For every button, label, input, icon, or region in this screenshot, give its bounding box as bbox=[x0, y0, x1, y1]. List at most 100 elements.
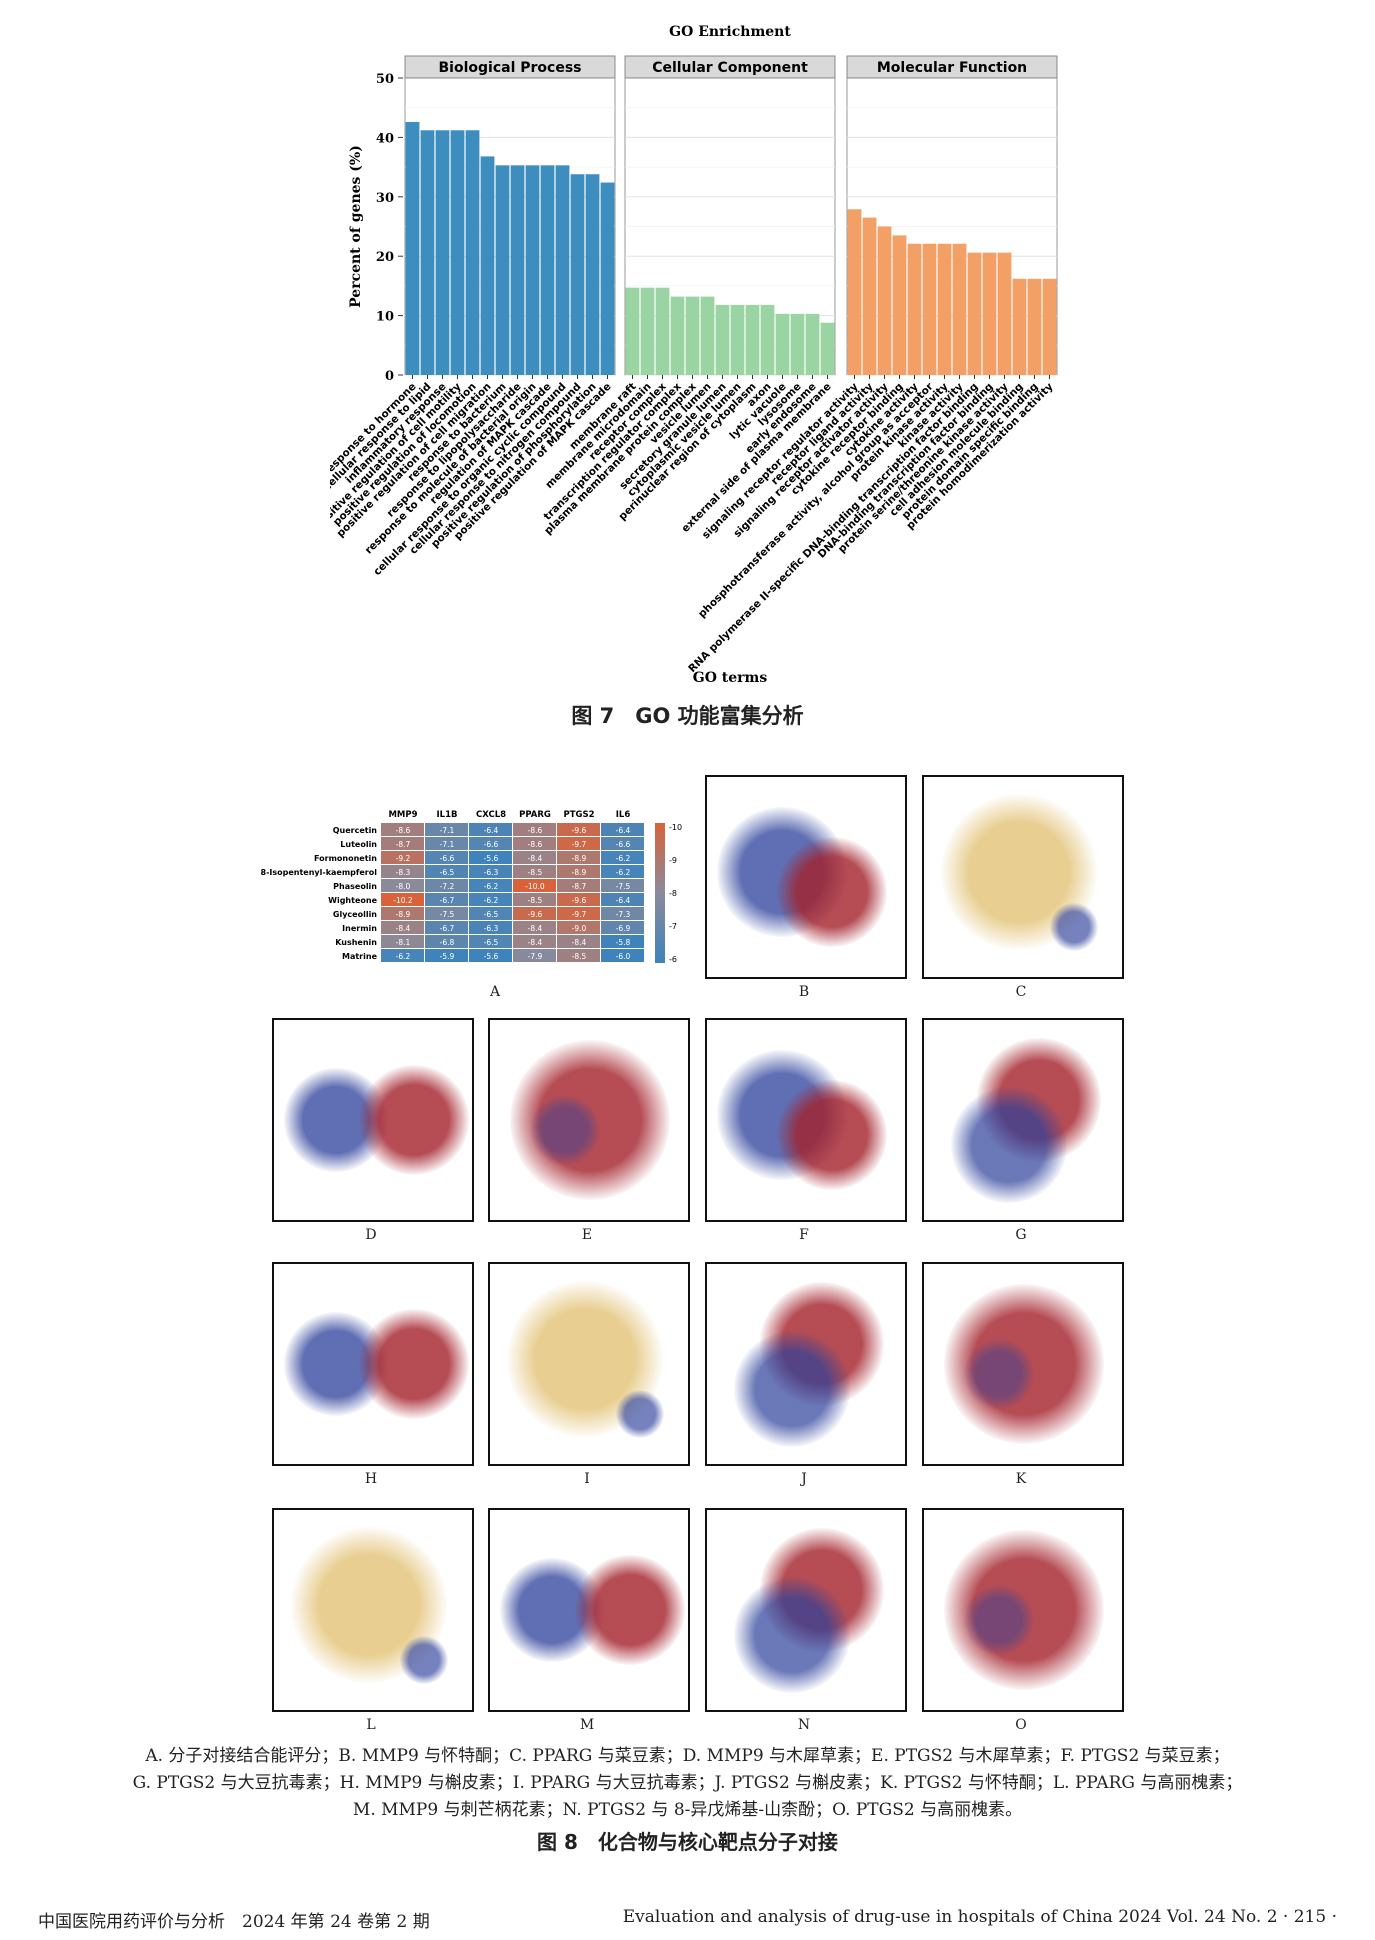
heatmap-cell-value: -10.0 bbox=[525, 882, 545, 891]
heatmap-cell bbox=[425, 837, 468, 850]
heatmap-cell-value: -7.2 bbox=[440, 882, 455, 891]
heatmap-cell-value: -8.7 bbox=[396, 840, 411, 849]
protein-ribbon bbox=[510, 1040, 670, 1200]
colorbar bbox=[655, 823, 665, 963]
bar bbox=[967, 252, 982, 375]
heatmap-cell bbox=[469, 837, 512, 850]
heatmap-cell bbox=[469, 921, 512, 934]
heatmap-column-label: PPARG bbox=[519, 810, 551, 820]
heatmap-cell-value: -6.7 bbox=[440, 924, 455, 933]
heatmap-cell bbox=[469, 949, 512, 962]
bar bbox=[625, 287, 640, 375]
bar bbox=[600, 182, 615, 375]
panel-label: J bbox=[801, 1471, 807, 1487]
heatmap-cell-value: -6.5 bbox=[484, 910, 499, 919]
facet-strip bbox=[624, 55, 836, 79]
bar bbox=[640, 287, 655, 375]
heatmap-cell-value: -8.1 bbox=[396, 938, 411, 947]
protein-ribbon bbox=[359, 1065, 469, 1175]
heatmap-cell bbox=[469, 865, 512, 878]
bar bbox=[700, 296, 715, 375]
docking-structure-panel bbox=[705, 1018, 907, 1222]
protein-ribbon bbox=[734, 1577, 850, 1693]
panel-label: G bbox=[1015, 1227, 1027, 1243]
bar bbox=[435, 130, 450, 375]
bar bbox=[450, 130, 465, 375]
heatmap-cell bbox=[601, 823, 644, 836]
heatmap-cell bbox=[425, 823, 468, 836]
protein-ribbon bbox=[964, 1585, 1034, 1655]
heatmap-cell bbox=[513, 893, 556, 906]
heatmap-cell bbox=[513, 851, 556, 864]
heatmap-row-label: Luteolin bbox=[340, 840, 377, 849]
bar bbox=[847, 209, 862, 375]
figure8-legend-line: A. 分子对接结合能评分；B. MMP9 与怀特酮；C. PPARG 与菜豆素；… bbox=[145, 1746, 1230, 1766]
heatmap-cell-value: -6.2 bbox=[396, 952, 411, 961]
heatmap-cell-value: -6.4 bbox=[616, 896, 631, 905]
bar bbox=[585, 174, 600, 375]
protein-ribbon bbox=[777, 1080, 887, 1190]
bar bbox=[790, 313, 805, 375]
heatmap-cell bbox=[381, 921, 424, 934]
docking-structure-panel bbox=[488, 1018, 690, 1222]
bar bbox=[1012, 278, 1027, 375]
heatmap-cell-value: -6.5 bbox=[440, 868, 455, 877]
heatmap-cell-value: -6.2 bbox=[484, 882, 499, 891]
protein-ribbon bbox=[944, 1284, 1104, 1444]
heatmap-cell bbox=[557, 851, 600, 864]
heatmap-cell-value: -6.5 bbox=[484, 938, 499, 947]
heatmap-cell-value: -8.9 bbox=[572, 868, 587, 877]
go-enrichment-chart: GO Enrichment Percent of genes (%) GO term… bbox=[330, 24, 1058, 686]
heatmap-cell-value: -6.9 bbox=[616, 924, 631, 933]
bar bbox=[760, 304, 775, 375]
heatmap-cell bbox=[425, 935, 468, 948]
bar bbox=[525, 165, 540, 375]
heatmap-cell bbox=[381, 893, 424, 906]
heatmap-cell bbox=[557, 907, 600, 920]
docking-structure-panel bbox=[705, 775, 907, 979]
heatmap-cell bbox=[557, 921, 600, 934]
panel-label: C bbox=[1015, 984, 1027, 1000]
panel-label: O bbox=[1015, 1717, 1027, 1733]
figure8-legend: A. 分子对接结合能评分；B. MMP9 与怀特酮；C. PPARG 与菜豆素；… bbox=[60, 1743, 1315, 1824]
y-axis-label: Percent of genes (%) bbox=[348, 145, 364, 308]
heatmap-cell bbox=[513, 907, 556, 920]
heatmap-cell-value: -8.6 bbox=[528, 826, 543, 835]
heatmap-cell-value: -8.4 bbox=[528, 938, 543, 947]
bar bbox=[495, 165, 510, 375]
heatmap-cell bbox=[469, 823, 512, 836]
docking-structure-panel bbox=[922, 1262, 1124, 1466]
heatmap-cell bbox=[601, 949, 644, 962]
heatmap-row-label: Matrine bbox=[342, 952, 378, 961]
heatmap-column-label: IL6 bbox=[616, 810, 631, 820]
bar bbox=[405, 121, 420, 376]
heatmap-cell-value: -8.0 bbox=[396, 882, 411, 891]
heatmap-cell bbox=[601, 935, 644, 948]
figure8-legend-line: M. MMP9 与刺芒柄花素；N. PTGS2 与 8-异戊烯基-山柰酚；O. … bbox=[352, 1800, 1023, 1820]
panel-label: M bbox=[579, 1717, 595, 1733]
heatmap-cell bbox=[513, 935, 556, 948]
heatmap-cell bbox=[425, 865, 468, 878]
heatmap-cell-value: -7.5 bbox=[440, 910, 455, 919]
heatmap-cell-value: -8.4 bbox=[396, 924, 411, 933]
heatmap-cell bbox=[601, 837, 644, 850]
bar bbox=[465, 130, 480, 375]
heatmap-cell bbox=[513, 823, 556, 836]
heatmap-cell-value: -5.9 bbox=[440, 952, 455, 961]
heatmap-cell-value: -8.4 bbox=[528, 924, 543, 933]
y-tick-label: 20 bbox=[376, 250, 394, 265]
heatmap-row-label: Kushenin bbox=[335, 938, 377, 947]
heatmap-row-label: Wighteone bbox=[328, 896, 377, 905]
heatmap-column-label: PTGS2 bbox=[563, 810, 594, 820]
docking-structure-panel bbox=[922, 1508, 1124, 1712]
heatmap-cell bbox=[381, 879, 424, 892]
heatmap-row-label: Quercetin bbox=[333, 826, 378, 835]
heatmap-cell bbox=[425, 879, 468, 892]
heatmap-cell-value: -8.9 bbox=[572, 854, 587, 863]
bar bbox=[655, 287, 670, 375]
heatmap-cell bbox=[381, 823, 424, 836]
heatmap-cell-value: -9.0 bbox=[572, 924, 587, 933]
bar bbox=[670, 296, 685, 375]
bar bbox=[997, 252, 1012, 375]
heatmap-cell bbox=[469, 851, 512, 864]
